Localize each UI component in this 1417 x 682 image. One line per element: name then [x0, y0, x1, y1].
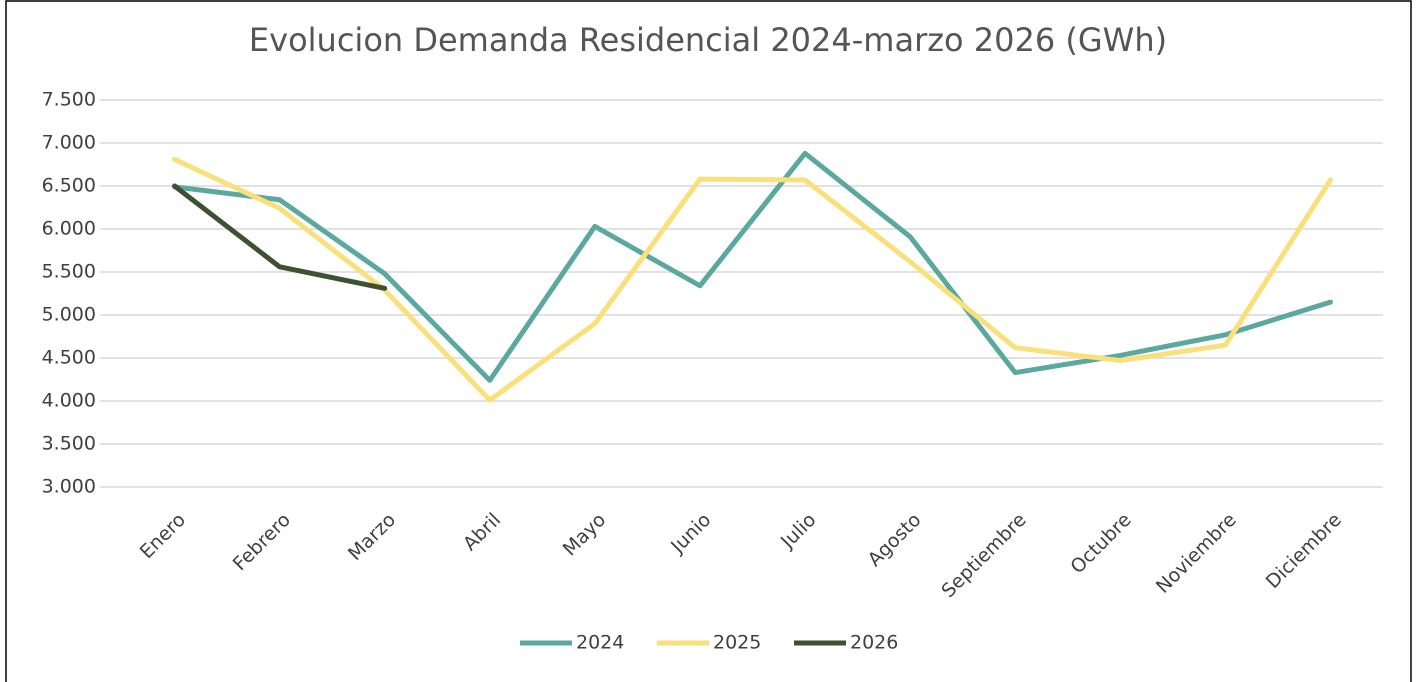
legend-label: 2025: [713, 632, 761, 654]
y-tick-label: 4.000: [42, 390, 96, 412]
y-tick-label: 6.000: [42, 218, 96, 240]
series-line: [172, 150, 1333, 383]
series-line: [172, 183, 388, 291]
series-line: [172, 156, 1333, 403]
y-tick-label: 4.500: [42, 347, 96, 369]
chart-title: Evolucion Demanda Residencial 2024-marzo…: [249, 21, 1167, 59]
chart-border: [5, 0, 1412, 682]
y-tick-label: 3.000: [42, 476, 96, 498]
y-tick-label: 5.000: [42, 304, 96, 326]
y-tick-label: 5.500: [42, 261, 96, 283]
legend-label: 2026: [850, 632, 898, 654]
legend-label: 2024: [576, 632, 624, 654]
y-tick-label: 6.500: [42, 175, 96, 197]
y-tick-label: 7.500: [42, 89, 96, 111]
y-tick-label: 3.500: [42, 433, 96, 455]
y-tick-label: 7.000: [42, 132, 96, 154]
